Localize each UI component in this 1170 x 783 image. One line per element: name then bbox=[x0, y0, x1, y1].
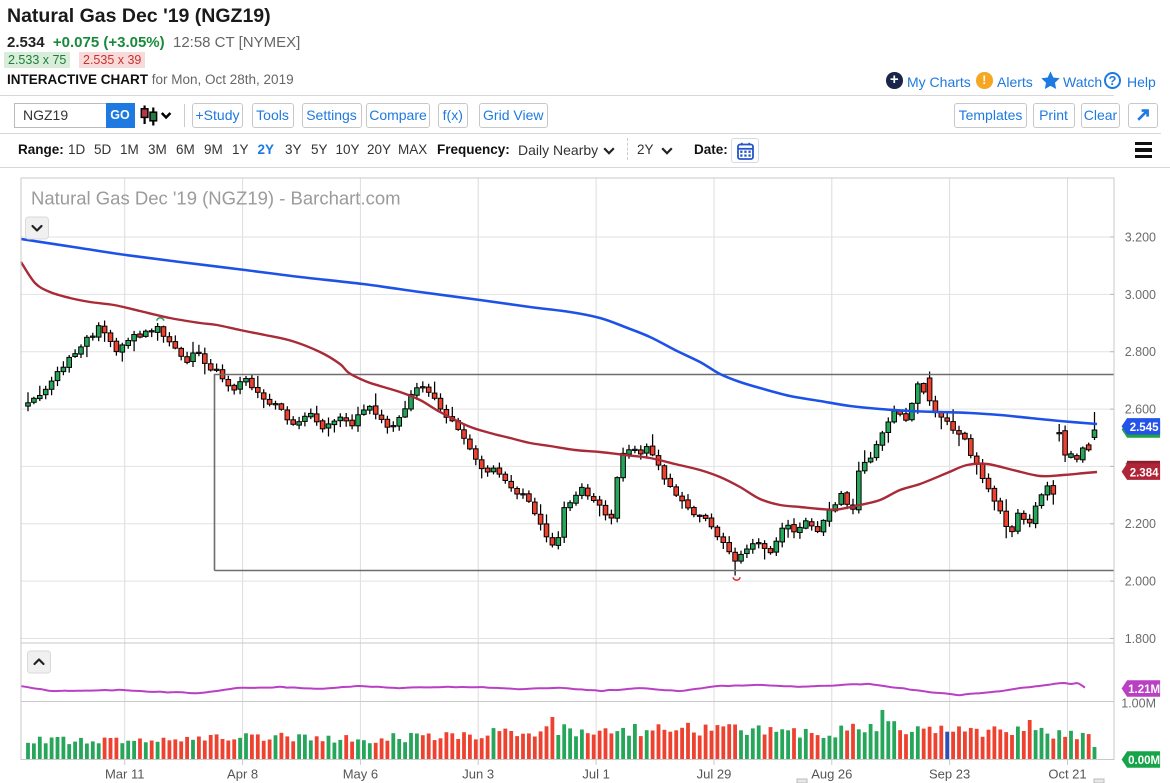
svg-text:Aug 26: Aug 26 bbox=[811, 767, 852, 782]
svg-text:2.200: 2.200 bbox=[1125, 517, 1156, 531]
svg-text:0.00M: 0.00M bbox=[1128, 755, 1160, 767]
svg-text:2.545: 2.545 bbox=[1130, 422, 1159, 434]
svg-text:Apr 8: Apr 8 bbox=[227, 767, 258, 782]
svg-text:Oct 21: Oct 21 bbox=[1048, 767, 1086, 782]
svg-text:1.800: 1.800 bbox=[1125, 632, 1156, 646]
svg-text:2.384: 2.384 bbox=[1130, 467, 1159, 479]
svg-text:Sep 23: Sep 23 bbox=[929, 767, 970, 782]
svg-text:2.000: 2.000 bbox=[1125, 575, 1156, 589]
svg-text:2.600: 2.600 bbox=[1125, 403, 1156, 417]
svg-text:Jul 1: Jul 1 bbox=[582, 767, 609, 782]
svg-text:3.200: 3.200 bbox=[1125, 231, 1156, 245]
svg-text:1.21M: 1.21M bbox=[1128, 684, 1160, 696]
svg-text:Natural Gas Dec '19 (NGZ19) -: Natural Gas Dec '19 (NGZ19) - Barchart.c… bbox=[31, 188, 401, 209]
svg-text:3.000: 3.000 bbox=[1125, 288, 1156, 302]
svg-text:Jun 3: Jun 3 bbox=[462, 767, 494, 782]
svg-text:Jul 29: Jul 29 bbox=[697, 767, 732, 782]
svg-text:1.00M: 1.00M bbox=[1121, 697, 1156, 711]
svg-text:May 6: May 6 bbox=[343, 767, 378, 782]
svg-text:Mar 11: Mar 11 bbox=[105, 767, 145, 782]
svg-text:2.800: 2.800 bbox=[1125, 345, 1156, 359]
